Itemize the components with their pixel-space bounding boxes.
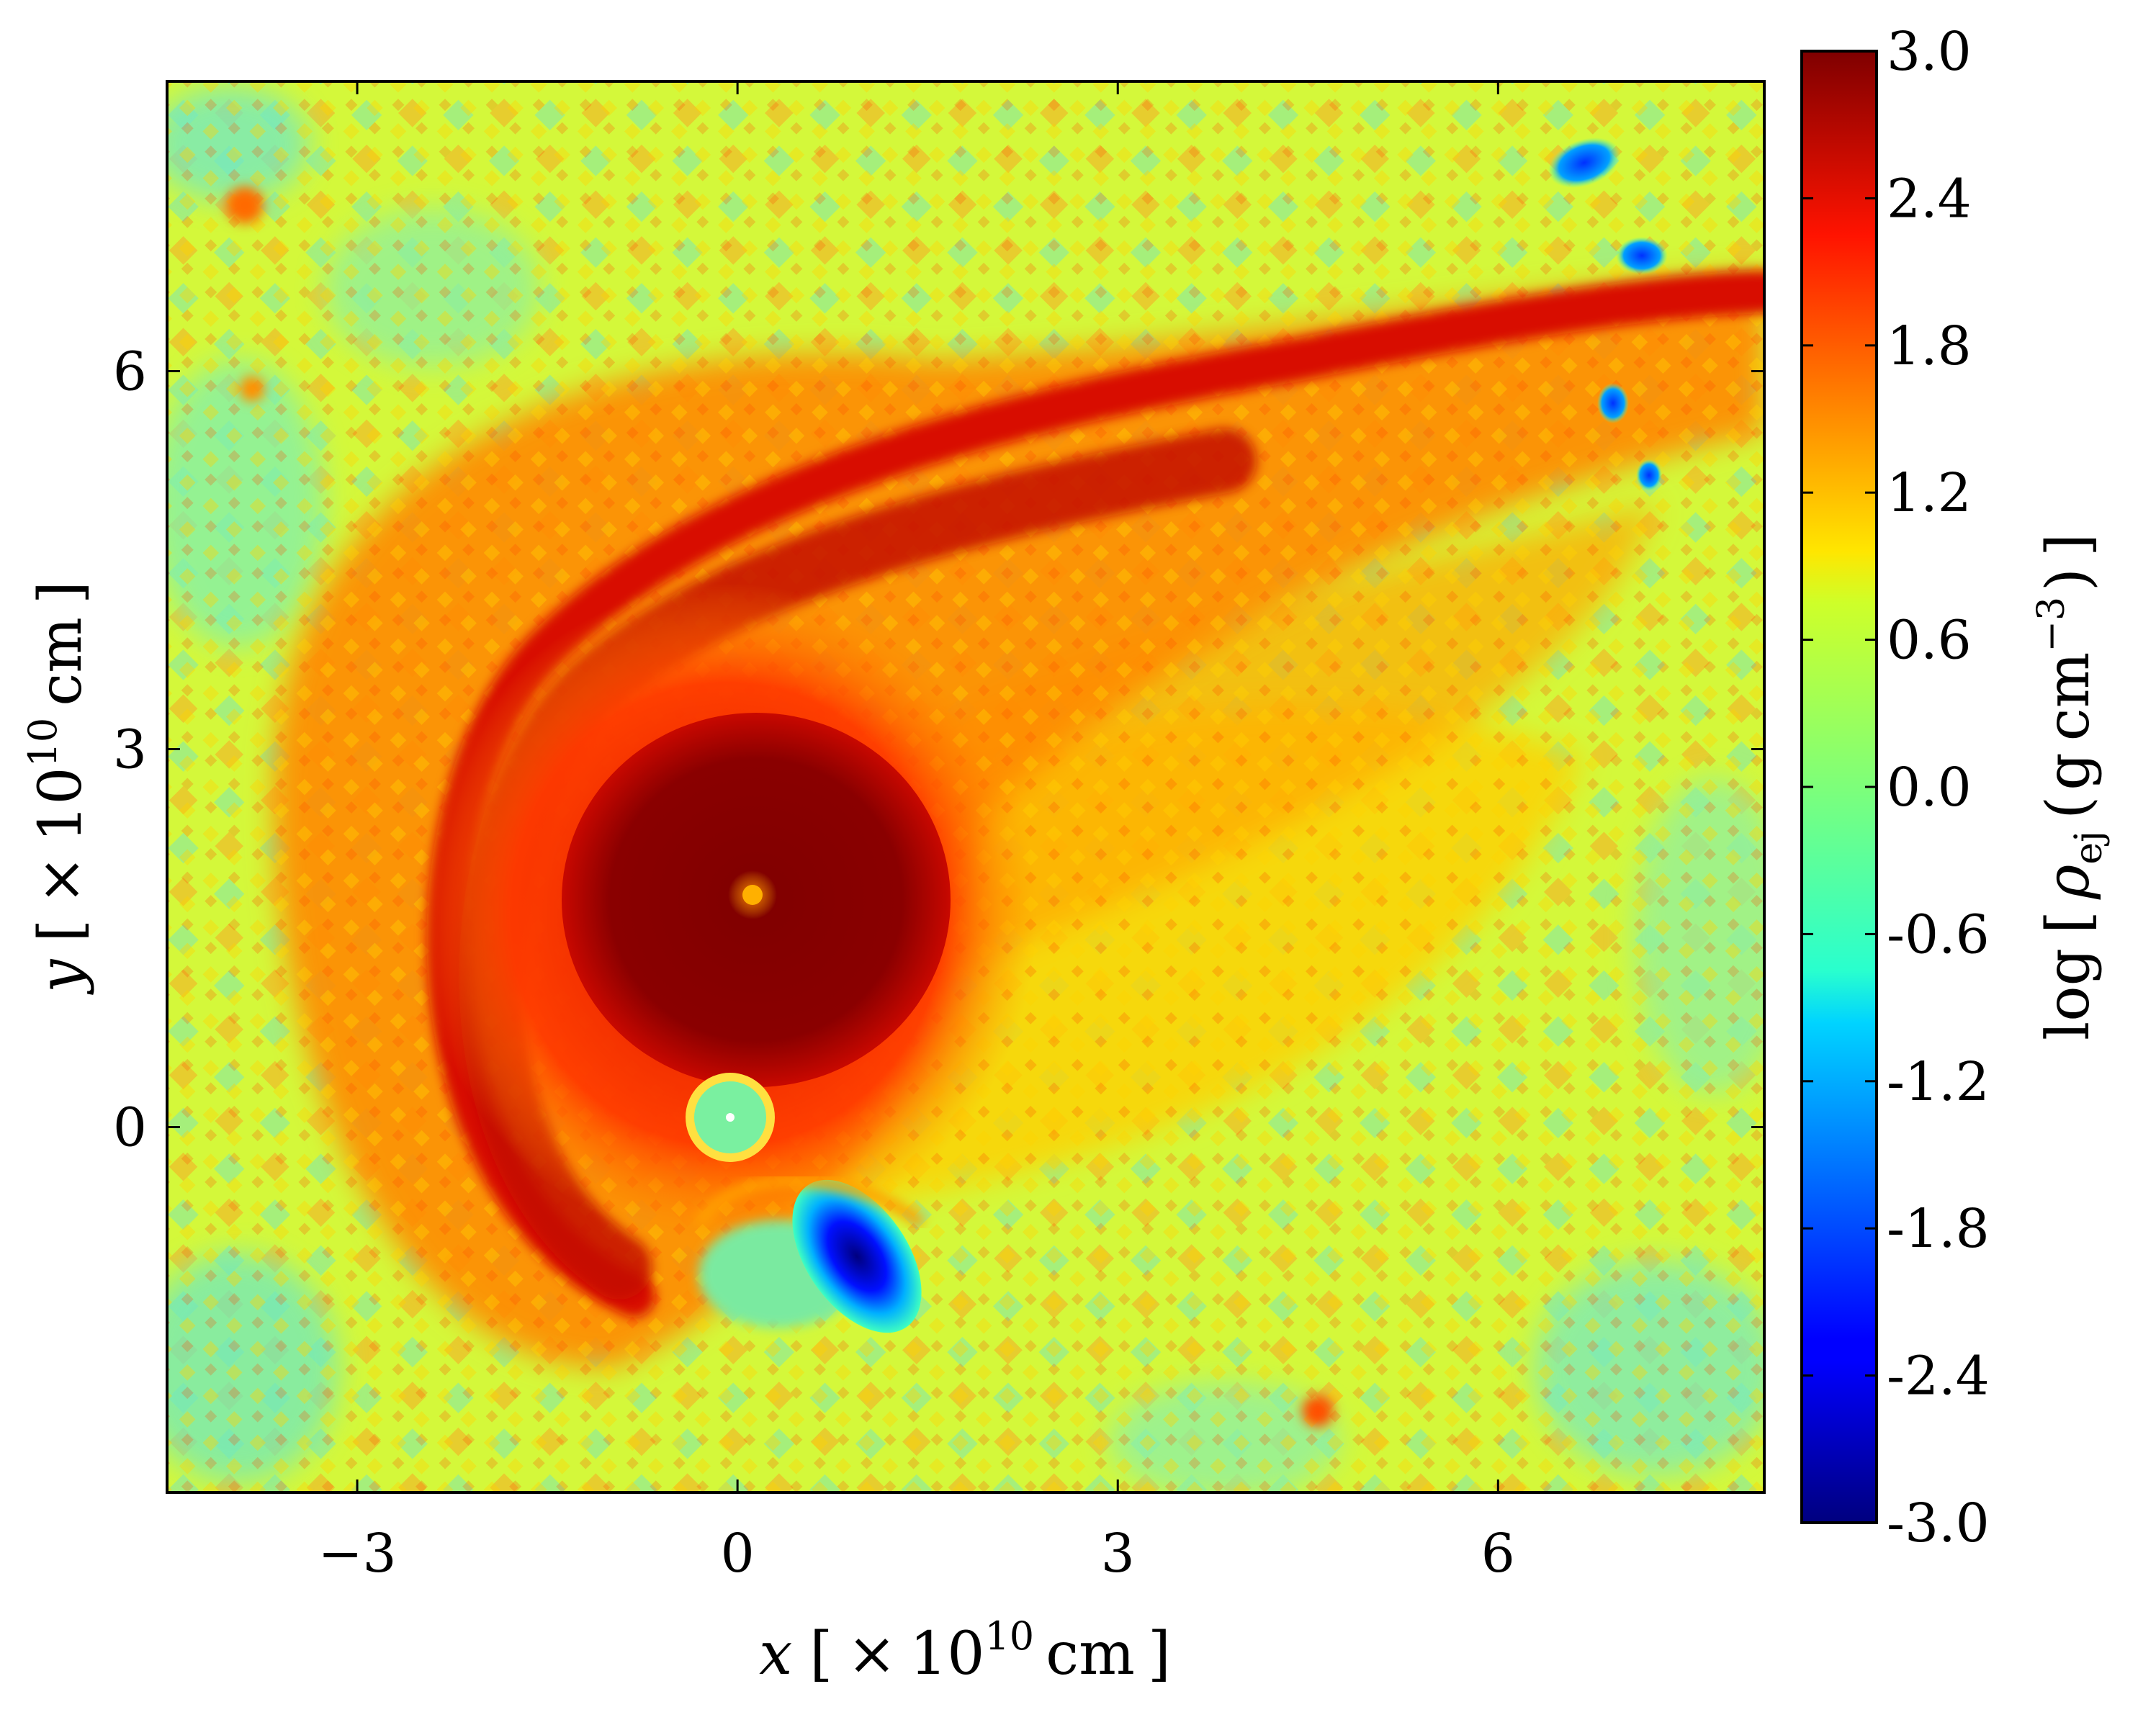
y-tick-label: 6 [113, 341, 147, 403]
colorbar-ticks: 3.0 2.4 1.8 1.2 0.6 0.0 -0.6 -1.2 -1.8 -2.4 -3.0 [1802, 21, 1990, 1554]
colorbar-tick-label: -1.2 [1887, 1051, 1990, 1113]
y-axis-label: y[×1010cm] [20, 581, 95, 996]
orange-spots [226, 186, 1334, 1427]
x-tick-label: 6 [1481, 1523, 1515, 1585]
colorbar-tick-label: -1.8 [1887, 1198, 1990, 1260]
colorbar-tick-label: 0.0 [1887, 757, 1972, 819]
x-tick-label: 0 [721, 1523, 755, 1585]
colorbar-tick-label: -2.4 [1887, 1346, 1990, 1408]
x-tick-label: −3 [318, 1523, 397, 1585]
y-tick-label: 3 [113, 719, 147, 781]
colorbar-tick-label: 1.2 [1887, 462, 1972, 524]
colorbar-tick-label: 1.8 [1887, 315, 1972, 377]
inner-core-dot [742, 885, 763, 905]
colorbar-tick-label: 0.6 [1887, 610, 1972, 672]
plot-frame [166, 80, 1766, 1494]
heatmap-plot-area [167, 81, 1764, 1492]
colorbar-tick-label: 2.4 [1887, 168, 1972, 230]
colorbar-tick-label: 3.0 [1887, 21, 1972, 83]
colorbar-label: log[ρej(gcm−3)] [2030, 533, 2111, 1040]
x-tick-label: 3 [1101, 1523, 1135, 1585]
y-tick-label: 0 [113, 1097, 147, 1159]
x-axis: −3 0 3 6 [318, 81, 1515, 1585]
cavity-region [693, 1175, 925, 1333]
top-right-blue-blobs [1548, 138, 1668, 491]
colorbar-tick-label: -3.0 [1887, 1492, 1990, 1554]
colorbar [1800, 50, 1878, 1524]
colorbar-tick-label: -0.6 [1887, 904, 1990, 965]
companion-center-dot [726, 1113, 735, 1122]
x-axis-label: x[× 1010 cm] [759, 1613, 1171, 1688]
y-axis: 0 3 6 [113, 341, 1764, 1159]
